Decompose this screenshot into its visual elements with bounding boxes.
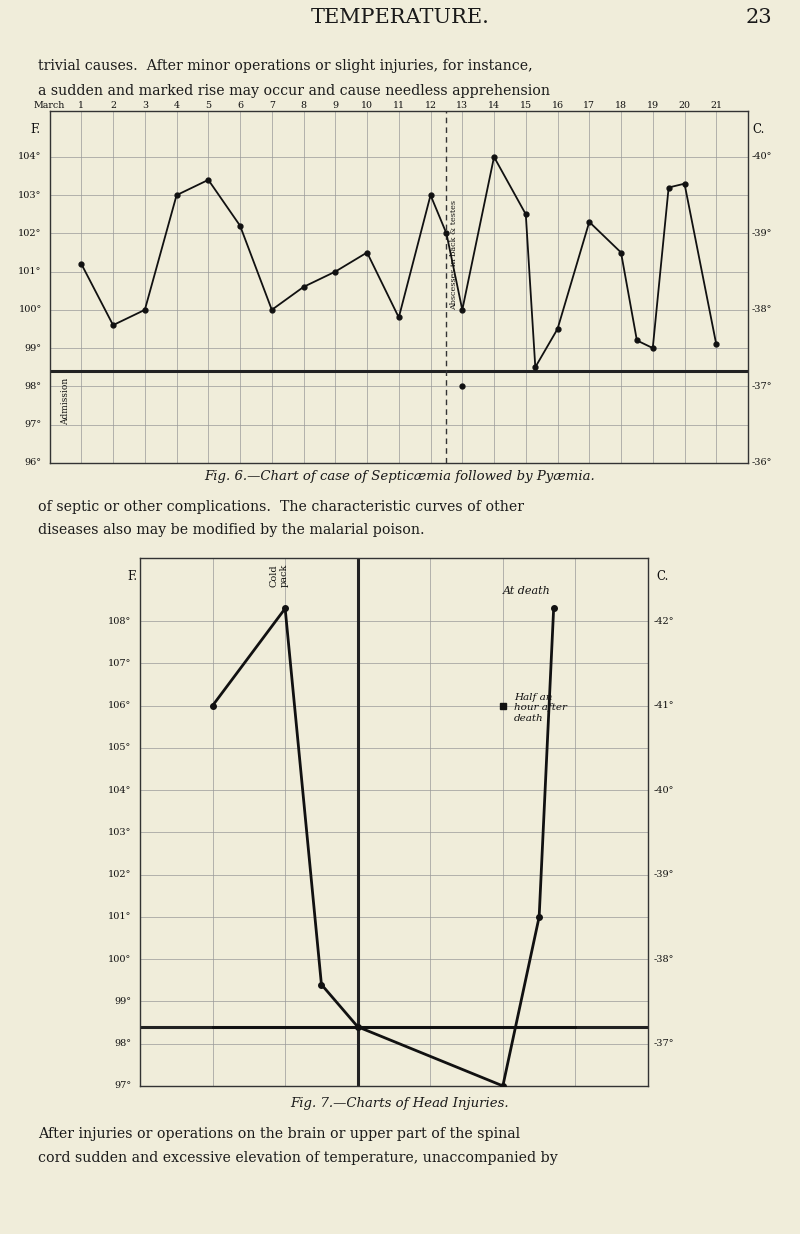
Text: -37°: -37° — [654, 1039, 674, 1048]
Text: 9: 9 — [332, 100, 338, 110]
Text: C.: C. — [657, 570, 669, 584]
Text: 107°: 107° — [108, 659, 131, 668]
Text: 12: 12 — [425, 100, 437, 110]
Text: 104°: 104° — [108, 786, 131, 795]
Text: After injuries or operations on the brain or upper part of the spinal: After injuries or operations on the brai… — [38, 1127, 521, 1140]
Text: 96°: 96° — [25, 458, 42, 468]
Text: 2: 2 — [110, 100, 116, 110]
Text: -36°: -36° — [751, 458, 771, 468]
Text: a sudden and marked rise may occur and cause needless apprehension: a sudden and marked rise may occur and c… — [38, 84, 550, 97]
Text: -41°: -41° — [654, 701, 674, 710]
Text: C.: C. — [753, 122, 765, 136]
Text: -38°: -38° — [751, 305, 771, 315]
Text: 102°: 102° — [18, 228, 42, 238]
Text: diseases also may be modified by the malarial poison.: diseases also may be modified by the mal… — [38, 523, 425, 537]
Text: Fig. 6.—Chart of case of Septicæmia followed by Pyæmia.: Fig. 6.—Chart of case of Septicæmia foll… — [205, 470, 595, 484]
Text: 103°: 103° — [18, 191, 42, 200]
Text: 5: 5 — [206, 100, 211, 110]
Text: 13: 13 — [456, 100, 468, 110]
Text: 98°: 98° — [114, 1039, 131, 1048]
Text: 101°: 101° — [18, 267, 42, 276]
Text: 1: 1 — [78, 100, 84, 110]
Text: 11: 11 — [393, 100, 405, 110]
Text: 98°: 98° — [25, 381, 42, 391]
Text: 3: 3 — [142, 100, 148, 110]
Text: -42°: -42° — [654, 617, 674, 626]
Text: 23: 23 — [746, 9, 772, 27]
Text: of septic or other complications.  The characteristic curves of other: of septic or other complications. The ch… — [38, 500, 525, 513]
Text: Abscesses in back & testes: Abscesses in back & testes — [450, 200, 458, 310]
Text: 103°: 103° — [108, 828, 131, 837]
Text: Half an
hour after
death: Half an hour after death — [514, 694, 566, 723]
Text: 8: 8 — [301, 100, 306, 110]
Text: -37°: -37° — [751, 381, 772, 391]
Text: 6: 6 — [237, 100, 243, 110]
Text: At death: At death — [503, 586, 550, 596]
Text: trivial causes.  After minor operations or slight injuries, for instance,: trivial causes. After minor operations o… — [38, 59, 533, 73]
Text: -40°: -40° — [654, 786, 674, 795]
Text: 99°: 99° — [114, 997, 131, 1006]
Text: 97°: 97° — [25, 420, 42, 429]
Text: 108°: 108° — [108, 617, 131, 626]
Text: 15: 15 — [520, 100, 532, 110]
Text: cord sudden and excessive elevation of temperature, unaccompanied by: cord sudden and excessive elevation of t… — [38, 1151, 558, 1165]
Text: 14: 14 — [488, 100, 500, 110]
Text: Admission: Admission — [61, 378, 70, 424]
Text: -38°: -38° — [654, 955, 674, 964]
Text: 16: 16 — [551, 100, 563, 110]
Text: 97°: 97° — [114, 1081, 131, 1091]
Text: 21: 21 — [710, 100, 722, 110]
Text: -39°: -39° — [751, 228, 771, 238]
Text: 101°: 101° — [108, 912, 131, 922]
Text: 18: 18 — [615, 100, 627, 110]
Text: 19: 19 — [646, 100, 659, 110]
Text: TEMPERATURE.: TEMPERATURE. — [310, 9, 490, 27]
Text: 106°: 106° — [108, 701, 131, 710]
Text: 100°: 100° — [108, 955, 131, 964]
Text: March: March — [34, 100, 66, 110]
Text: -40°: -40° — [751, 153, 771, 162]
Text: 7: 7 — [269, 100, 275, 110]
Text: 99°: 99° — [25, 343, 42, 353]
Text: Fig. 7.—Charts of Head Injuries.: Fig. 7.—Charts of Head Injuries. — [290, 1097, 510, 1111]
Text: -39°: -39° — [654, 870, 674, 879]
Text: 105°: 105° — [108, 743, 131, 753]
Text: F.: F. — [30, 122, 41, 136]
Text: 10: 10 — [361, 100, 373, 110]
Text: 100°: 100° — [18, 305, 42, 315]
Text: F.: F. — [127, 570, 137, 584]
Text: 17: 17 — [583, 100, 595, 110]
Text: 4: 4 — [174, 100, 179, 110]
Text: 104°: 104° — [18, 153, 42, 162]
Text: Cold
pack: Cold pack — [270, 564, 289, 587]
Text: 102°: 102° — [108, 870, 131, 879]
Text: 20: 20 — [678, 100, 690, 110]
